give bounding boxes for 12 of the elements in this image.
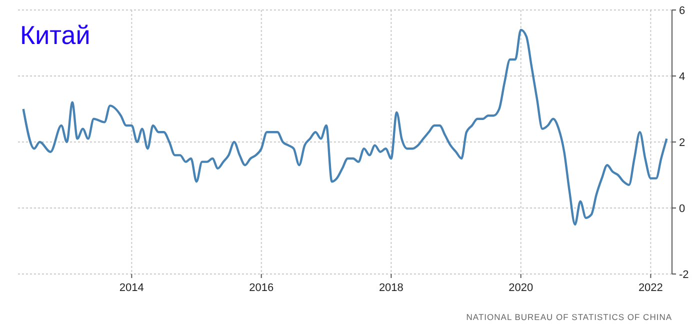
chart-title: Китай [20,20,90,50]
x-tick-label: 2016 [249,282,274,294]
y-tick-label: -2 [679,268,689,281]
y-tick-label: 0 [679,202,686,215]
x-tick-label: 2014 [119,282,144,294]
y-tick-label: 6 [679,4,686,17]
x-tick-label: 2018 [378,282,404,294]
text: NATIONAL BUREAU OF STATISTICS OF CHINA [466,312,672,322]
x-tick-label: 2020 [508,282,534,294]
y-tick-label: 4 [679,70,686,83]
x-tick-label: 2022 [638,282,663,294]
y-tick-label: 2 [679,136,686,149]
